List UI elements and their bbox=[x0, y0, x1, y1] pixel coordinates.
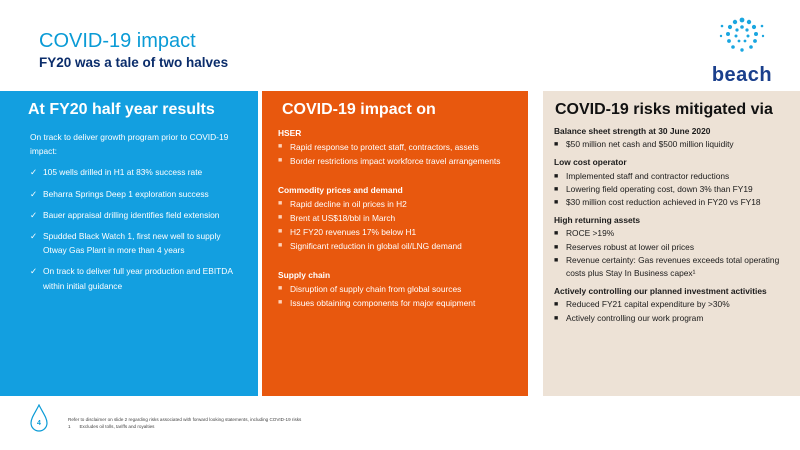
bullet-icon: ■ bbox=[278, 157, 283, 165]
panel-heading: At FY20 half year results bbox=[28, 101, 215, 118]
bullet-icon: ■ bbox=[554, 230, 559, 238]
risks-mitigated-panel: COVID-19 risks mitigated via Balance she… bbox=[543, 91, 800, 396]
half-year-results-panel: At FY20 half year results On track to de… bbox=[0, 91, 258, 396]
footnotes: Refer to disclaimer on slide 2 regarding… bbox=[68, 417, 301, 430]
bullet-icon: ■ bbox=[278, 143, 283, 151]
bullet-icon: ■ bbox=[278, 228, 283, 236]
section-title: HSER bbox=[278, 128, 302, 138]
bullet-icon: ■ bbox=[554, 141, 559, 149]
list-item: ■ Revenue certainty: Gas revenues exceeds… bbox=[554, 254, 780, 279]
bullet-icon: ■ bbox=[278, 284, 283, 292]
page-number: 4 bbox=[37, 420, 41, 427]
bullet-icon: ■ bbox=[554, 301, 559, 309]
intro-text: On track to deliver growth program prior… bbox=[30, 132, 229, 157]
list-item: ✓ Beharra Springs Deep 1 exploration succ… bbox=[30, 187, 245, 201]
bullet-icon: ■ bbox=[554, 172, 559, 180]
logo-wordmark: beach bbox=[711, 64, 773, 86]
bullet-icon: ■ bbox=[554, 256, 559, 264]
list-item: ■ $30 million cost reduction achieved in … bbox=[554, 196, 792, 209]
section-title: Actively controlling our planned investm… bbox=[554, 286, 767, 297]
disclaimer-note: Refer to disclaimer on slide 2 regarding… bbox=[68, 417, 302, 422]
beach-logo: beach bbox=[700, 14, 784, 86]
bullet-icon: ■ bbox=[554, 199, 559, 207]
bullet-icon: ■ bbox=[278, 299, 283, 307]
panel-body: HSER ■ Rapid response to protect staff, c… bbox=[278, 126, 523, 310]
list-item: ■ Issues obtaining components for major e… bbox=[278, 296, 523, 310]
bullet-icon: ■ bbox=[554, 243, 559, 251]
footnote-1: 1 Excludes oil tolls, tariffs and royalt… bbox=[68, 423, 155, 429]
panel-body: On track to deliver growth program prior… bbox=[30, 130, 245, 293]
list-item: ✓ On track to deliver full year productio… bbox=[30, 266, 233, 291]
water-drop-icon bbox=[30, 404, 48, 432]
panel-heading: COVID-19 risks mitigated via bbox=[555, 101, 773, 118]
list-item: ■ Disruption of supply chain from global … bbox=[278, 282, 523, 296]
check-icon: ✓ bbox=[30, 209, 38, 220]
bullet-icon: ■ bbox=[278, 214, 283, 222]
bullet-icon: ■ bbox=[278, 242, 283, 250]
section-title: Commodity prices and demand bbox=[278, 184, 403, 195]
list-item: ■ Actively controlling our work program bbox=[554, 312, 792, 325]
check-icon: ✓ bbox=[30, 266, 38, 277]
list-item: ■ Rapid decline in oil prices in H2 bbox=[278, 197, 523, 211]
slide-title: COVID-19 impact bbox=[39, 30, 196, 52]
list-item: ■ $50 million net cash and $500 million l… bbox=[554, 138, 792, 151]
list-item: ■ Lowering field operating cost, down 3% … bbox=[554, 183, 792, 196]
list-item: ■ Rapid response to protect staff, contra… bbox=[278, 140, 523, 154]
list-item: ■ Reduced FY21 capital expenditure by >30… bbox=[554, 298, 792, 311]
section-title: Low cost operator bbox=[554, 157, 627, 168]
list-item: ■ Implemented staff and contractor reduct… bbox=[554, 170, 792, 183]
list-item: ■ H2 FY20 revenues 17% below H1 bbox=[278, 225, 523, 239]
list-item: ✓ Bauer appraisal drilling identifies fie… bbox=[30, 208, 245, 222]
panel-body: Balance sheet strength at 30 June 2020 ■… bbox=[554, 125, 792, 325]
list-item: ■ Reserves robust at lower oil prices bbox=[554, 241, 792, 254]
list-item: ■ Border restrictions impact workforce tr… bbox=[278, 154, 523, 168]
sunburst-icon bbox=[719, 17, 765, 52]
list-item: ■ Significant reduction in global oil/LNG… bbox=[278, 239, 523, 253]
slide-subtitle: FY20 was a tale of two halves bbox=[39, 55, 229, 70]
section-title: Balance sheet strength at 30 June 2020 bbox=[554, 126, 711, 136]
check-icon: ✓ bbox=[30, 188, 38, 199]
bullet-icon: ■ bbox=[554, 185, 559, 193]
panel-heading: COVID-19 impact on bbox=[282, 101, 436, 118]
section-title: High returning assets bbox=[554, 215, 641, 226]
list-item: ✓ Spudded Black Watch 1, first new well t… bbox=[30, 231, 221, 256]
bullet-icon: ■ bbox=[278, 199, 283, 207]
covid-impact-panel: COVID-19 impact on HSER ■ Rapid response … bbox=[262, 91, 528, 396]
list-item: ■ ROCE >19% bbox=[554, 227, 792, 240]
list-item: ■ Brent at US$18/bbl in March bbox=[278, 211, 523, 225]
section-title: Supply chain bbox=[278, 269, 331, 280]
check-icon: ✓ bbox=[30, 167, 38, 178]
bullet-icon: ■ bbox=[554, 314, 559, 322]
check-icon: ✓ bbox=[30, 231, 38, 242]
list-item: ✓ 105 wells drilled in H1 at 83% success … bbox=[30, 165, 245, 179]
